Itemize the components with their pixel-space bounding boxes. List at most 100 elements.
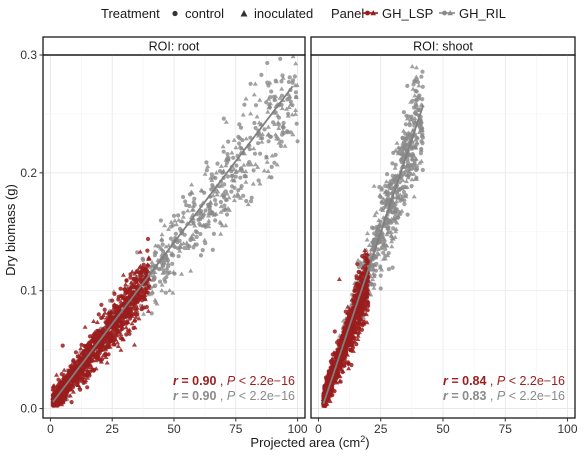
data-point-inoculated [286, 104, 292, 109]
data-point-control [213, 218, 218, 223]
x-tick-label: 25 [374, 422, 388, 436]
data-point-control [276, 115, 282, 120]
data-point-control [412, 161, 417, 166]
data-point-inoculated [231, 193, 237, 198]
data-point-control [256, 178, 261, 183]
data-point-inoculated [240, 112, 246, 117]
data-point-control [169, 252, 174, 257]
data-point-control [128, 316, 133, 321]
data-point-control [347, 330, 352, 335]
data-point-control [169, 224, 174, 229]
x-tick-label: 50 [436, 422, 450, 436]
data-point-inoculated [252, 81, 258, 86]
data-point-control [259, 72, 264, 77]
data-point-control [281, 131, 286, 136]
data-point-control [191, 245, 196, 250]
data-point-control [345, 340, 350, 345]
data-point-control [411, 82, 416, 87]
data-point-inoculated [413, 137, 418, 142]
data-point-control [193, 229, 198, 234]
data-point-inoculated [290, 132, 296, 137]
data-point-inoculated [168, 219, 174, 224]
data-point-control [402, 202, 407, 207]
data-point-inoculated [365, 230, 370, 236]
data-point-control [420, 97, 425, 102]
data-point-control [420, 84, 425, 89]
data-point-control [278, 143, 283, 149]
data-point-control [211, 175, 216, 180]
data-point-control [393, 202, 398, 207]
data-point-inoculated [103, 343, 109, 348]
data-point-inoculated [293, 107, 299, 112]
data-point-control [221, 116, 226, 121]
data-point-control [96, 312, 101, 317]
data-point-inoculated [259, 139, 265, 144]
legend-treatment-title: Treatment [101, 6, 160, 21]
series-GH_LSP [50, 236, 152, 408]
data-point-inoculated [166, 243, 172, 248]
data-point-inoculated [229, 177, 235, 182]
data-point-inoculated [115, 340, 120, 345]
data-point-inoculated [123, 325, 129, 330]
data-point-inoculated [127, 327, 133, 332]
data-point-inoculated [218, 231, 224, 236]
data-point-control [184, 203, 189, 208]
data-point-inoculated [364, 290, 370, 295]
data-point-inoculated [167, 288, 173, 293]
data-point-control [191, 200, 196, 205]
data-point-inoculated [381, 256, 386, 261]
data-point-inoculated [117, 307, 123, 312]
data-point-inoculated [123, 282, 129, 287]
data-point-inoculated [387, 178, 393, 183]
data-point-inoculated [385, 223, 391, 228]
data-point-control [265, 80, 270, 85]
y-tick-label: 0.2 [20, 166, 37, 180]
data-point-inoculated [337, 373, 343, 379]
data-point-inoculated [377, 192, 383, 197]
data-point-control [221, 149, 226, 154]
data-point-inoculated [265, 132, 271, 137]
stat-r-value: = 0.84 [448, 374, 487, 388]
data-point-control [85, 345, 90, 350]
data-point-control [363, 263, 368, 269]
data-point-inoculated [366, 242, 372, 247]
data-point-inoculated [176, 217, 182, 222]
data-point-inoculated [118, 323, 124, 328]
facet-strip-label: ROI: root [149, 40, 200, 54]
data-point-inoculated [220, 144, 226, 149]
data-point-inoculated [245, 201, 251, 207]
data-point-inoculated [365, 251, 370, 256]
legend-lsp-label: GH_LSP [382, 6, 433, 21]
data-point-inoculated [138, 286, 144, 291]
data-point-inoculated [255, 164, 261, 169]
data-point-control [198, 253, 204, 258]
data-point-inoculated [282, 143, 288, 148]
data-point-inoculated [266, 105, 272, 110]
data-point-inoculated [164, 265, 170, 270]
data-point-control [183, 199, 188, 204]
data-point-control [224, 212, 230, 217]
data-point-control [182, 245, 187, 251]
data-point-inoculated [189, 234, 194, 239]
data-point-control [381, 206, 386, 211]
data-point-inoculated [375, 246, 381, 251]
data-point-control [125, 296, 130, 301]
data-point-control [141, 262, 146, 267]
data-point-control [165, 258, 170, 263]
data-point-inoculated [370, 246, 376, 251]
data-point-inoculated [392, 234, 398, 239]
data-point-control [377, 185, 382, 190]
data-point-inoculated [160, 270, 166, 275]
data-point-inoculated [257, 181, 263, 186]
x-axis-label-sup: 2 [360, 434, 365, 444]
data-point-inoculated [226, 195, 232, 200]
stat-GH_RIL: r = 0.83 , P < 2.2e−16 [443, 389, 565, 403]
stat-r-value: = 0.90 [178, 374, 217, 388]
data-point-control [137, 270, 142, 275]
data-point-inoculated [248, 111, 254, 116]
regression-line [52, 85, 294, 403]
data-point-control [356, 327, 362, 332]
data-point-control [138, 275, 143, 280]
data-point-inoculated [399, 195, 405, 200]
data-point-control [336, 342, 341, 347]
